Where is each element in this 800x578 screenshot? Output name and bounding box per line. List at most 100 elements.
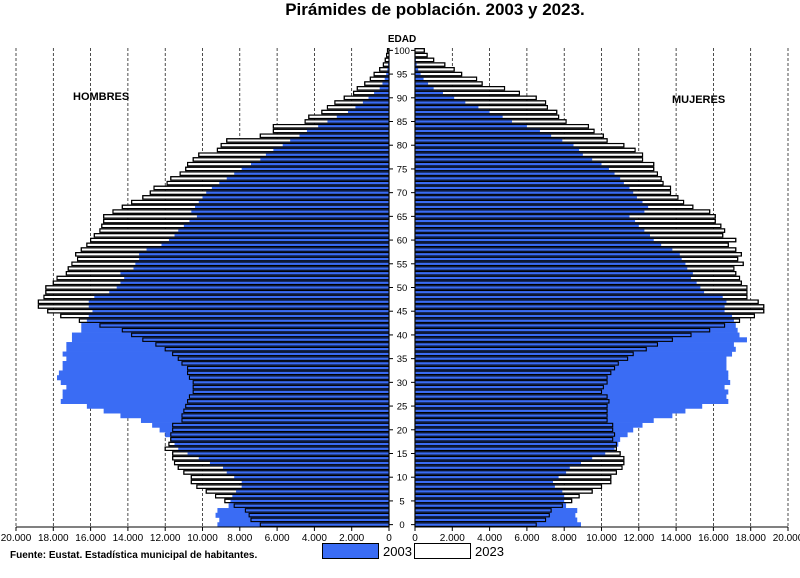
- bar-2003-women: [415, 422, 643, 428]
- bar-2003-men: [170, 436, 389, 442]
- bar-2003-women: [415, 270, 693, 276]
- bar-2003-men: [88, 313, 390, 319]
- bar-2003-women: [415, 346, 736, 352]
- bar-2003-women: [415, 100, 466, 106]
- age-tick-label: 25: [397, 402, 408, 413]
- bar-2003-men: [120, 270, 389, 276]
- bar-2003-women: [415, 455, 593, 461]
- men-label: HOMBRES: [73, 91, 129, 103]
- bar-2003-men: [66, 342, 389, 348]
- bar-2003-women: [415, 332, 740, 338]
- bar-2003-women: [415, 128, 540, 134]
- bar-2003-women: [415, 204, 649, 210]
- bar-2003-men: [60, 398, 389, 404]
- bar-2003-women: [415, 413, 673, 419]
- age-tick-label: 50: [397, 283, 408, 294]
- bar-2003-women: [415, 171, 615, 177]
- legend-swatch-2003: [322, 543, 379, 559]
- bar-2003-men: [189, 218, 389, 224]
- axes: [15, 48, 789, 531]
- bar-2003-women: [415, 508, 578, 514]
- bar-2003-women: [415, 180, 624, 186]
- bar-2003-men: [81, 327, 390, 333]
- bar-2003-women: [415, 190, 634, 196]
- x-tick-label-left: 10.000: [187, 533, 218, 544]
- bar-2003-men: [228, 503, 389, 509]
- bar-2003-women: [415, 66, 419, 73]
- bar-2003-women: [415, 133, 552, 139]
- age-tick-label: 85: [397, 117, 408, 128]
- bar-2003-men: [178, 228, 389, 234]
- bar-2003-women: [415, 232, 650, 239]
- bar-2003-women: [415, 261, 686, 267]
- age-tick-label: 70: [397, 188, 408, 199]
- x-tick-label-right: 8.000: [552, 533, 577, 544]
- bar-2003-women: [415, 199, 643, 205]
- bar-2003-men: [382, 81, 389, 87]
- bar-2003-men: [290, 138, 389, 144]
- bar-2003-men: [71, 332, 389, 338]
- bar-2003-women: [415, 446, 615, 452]
- bar-2003-men: [386, 71, 389, 77]
- bar-2003-women: [415, 213, 630, 220]
- bar-2003-men: [62, 365, 389, 371]
- bar-2003-women: [415, 441, 619, 447]
- bar-2003-men: [81, 323, 390, 329]
- bar-2003-women: [415, 498, 565, 504]
- bar-2003-men: [120, 413, 389, 419]
- bar-2003-men: [146, 247, 389, 253]
- bar-2003-women: [415, 375, 729, 381]
- bar-2003-men: [241, 479, 389, 485]
- bar-2003-men: [273, 147, 389, 153]
- x-tick-label-left: 4.000: [302, 533, 327, 544]
- age-tick-label: 15: [397, 449, 408, 460]
- bar-2003-men: [236, 489, 389, 495]
- legend-swatch-2023: [414, 543, 471, 559]
- bar-2003-women: [415, 356, 727, 362]
- bar-2003-women: [415, 119, 512, 125]
- bar-2003-men: [71, 337, 389, 343]
- bar-2003-men: [159, 427, 389, 433]
- bar-2003-men: [211, 185, 389, 191]
- bar-2003-men: [135, 261, 389, 267]
- bar-2003-women: [415, 114, 503, 120]
- bar-2003-women: [415, 289, 705, 295]
- bar-2003-women: [415, 280, 697, 286]
- bar-2003-women: [415, 327, 738, 333]
- bar-2003-men: [195, 204, 389, 210]
- x-tick-label-left: 20.000: [1, 533, 32, 544]
- age-tick-label: 20: [397, 425, 408, 436]
- bar-2003-women: [415, 218, 636, 224]
- bar-2003-women: [415, 323, 736, 329]
- bar-2003-women: [415, 436, 621, 442]
- age-tick-label: 60: [397, 236, 408, 247]
- bar-2003-men: [202, 195, 389, 201]
- age-tick-label: 45: [397, 307, 408, 318]
- age-tick-label: 80: [397, 141, 408, 152]
- age-tick-label: 0: [399, 520, 404, 531]
- age-axis-title: EDAD: [388, 34, 416, 45]
- x-tick-label-left: 14.000: [113, 533, 144, 544]
- bar-2003-men: [92, 308, 389, 314]
- x-tick-label-right: 12.000: [624, 533, 655, 544]
- bar-2003-men: [139, 256, 389, 262]
- x-tick-label-left: 12.000: [150, 533, 181, 544]
- age-tick-label: 10: [397, 473, 408, 484]
- bar-2003-women: [415, 503, 567, 509]
- bar-2003-women: [415, 304, 725, 310]
- bar-2003-men: [174, 441, 389, 447]
- bar-2003-women: [415, 465, 570, 471]
- bar-2003-men: [196, 213, 389, 220]
- bar-2003-women: [415, 337, 747, 343]
- bar-2003-men: [265, 152, 389, 158]
- bar-2003-men: [260, 157, 389, 163]
- bar-2003-men: [116, 285, 390, 291]
- bar-2003-women: [415, 318, 734, 324]
- bar-2003-men: [60, 379, 389, 386]
- bar-2003-women: [415, 451, 606, 457]
- legend-item-2023: 2023: [414, 543, 504, 559]
- bar-2003-men: [219, 180, 389, 186]
- bar-2003-women: [415, 460, 581, 466]
- age-tick-label: 40: [397, 330, 408, 341]
